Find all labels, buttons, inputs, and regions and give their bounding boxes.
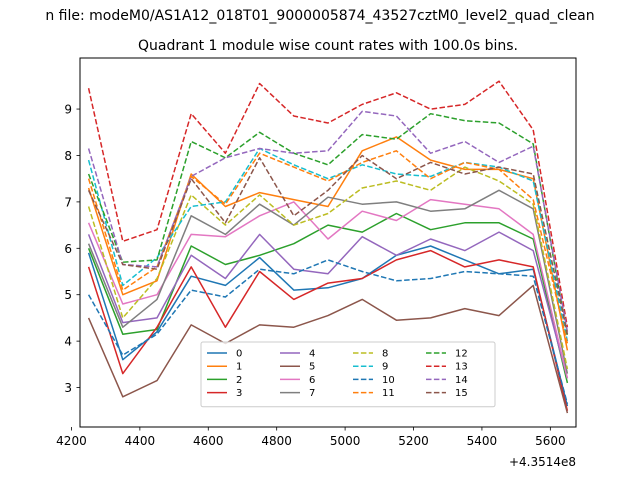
y-tick-label: 3 — [64, 381, 72, 395]
legend-label-6: 6 — [309, 375, 315, 386]
x-tick-label: 5600 — [535, 434, 566, 448]
y-tick-label: 7 — [64, 195, 72, 209]
series-line-1 — [87, 136, 569, 351]
legend-label-3: 3 — [236, 388, 242, 399]
legend-label-1: 1 — [236, 362, 242, 373]
y-tick-label: 8 — [64, 149, 72, 163]
plot-lines — [87, 80, 569, 414]
series-line-0 — [87, 245, 569, 407]
legend-label-5: 5 — [309, 362, 315, 373]
y-axis-ticks: 3 4 5 6 7 8 9 — [64, 103, 80, 395]
x-axis-offset-label: +4.3514e8 — [509, 455, 576, 469]
series-line-8 — [87, 166, 569, 370]
series-line-14 — [87, 110, 569, 332]
legend-label-15: 15 — [455, 388, 468, 399]
series-line-6 — [87, 198, 569, 379]
legend-label-4: 4 — [309, 349, 315, 360]
x-tick-label: 4400 — [125, 434, 156, 448]
legend-label-13: 13 — [455, 362, 468, 373]
series-line-15 — [87, 154, 569, 335]
legend-label-7: 7 — [309, 388, 315, 399]
chart-title: Quadrant 1 module wise count rates with … — [138, 38, 518, 54]
legend-frame — [200, 341, 496, 408]
y-tick-label: 6 — [64, 242, 72, 256]
series-line-5 — [87, 284, 569, 414]
x-tick-label: 4600 — [193, 434, 224, 448]
x-tick-label: 4200 — [56, 434, 87, 448]
legend-label-11: 11 — [382, 388, 395, 399]
axes-frame — [79, 57, 577, 428]
series-line-13 — [87, 80, 569, 328]
x-tick-label: 5200 — [398, 434, 429, 448]
series-line-4 — [87, 231, 569, 379]
legend-label-9: 9 — [382, 362, 388, 373]
series-line-7 — [87, 189, 569, 374]
legend-label-12: 12 — [455, 349, 468, 360]
x-tick-label: 5000 — [330, 434, 361, 448]
legend-label-14: 14 — [455, 375, 468, 386]
series-line-12 — [87, 112, 569, 337]
legend-label-8: 8 — [382, 349, 388, 360]
legend-label-0: 0 — [236, 349, 242, 360]
y-tick-label: 9 — [64, 103, 72, 117]
legend-label-10: 10 — [382, 375, 395, 386]
legend-label-2: 2 — [236, 375, 242, 386]
figure-suptitle: n file: modeM0/AS1A12_018T01_9000005874_… — [45, 8, 594, 24]
y-tick-label: 5 — [64, 288, 72, 302]
series-line-3 — [87, 249, 569, 411]
series-line-10 — [87, 259, 569, 404]
y-tick-label: 4 — [64, 335, 72, 349]
x-tick-label: 5400 — [467, 434, 498, 448]
series-line-11 — [87, 150, 569, 344]
x-tick-label: 4800 — [261, 434, 292, 448]
series-line-2 — [87, 212, 569, 384]
x-axis-ticks: 4200 4400 4600 4800 5000 5200 5400 5600 — [56, 427, 566, 448]
